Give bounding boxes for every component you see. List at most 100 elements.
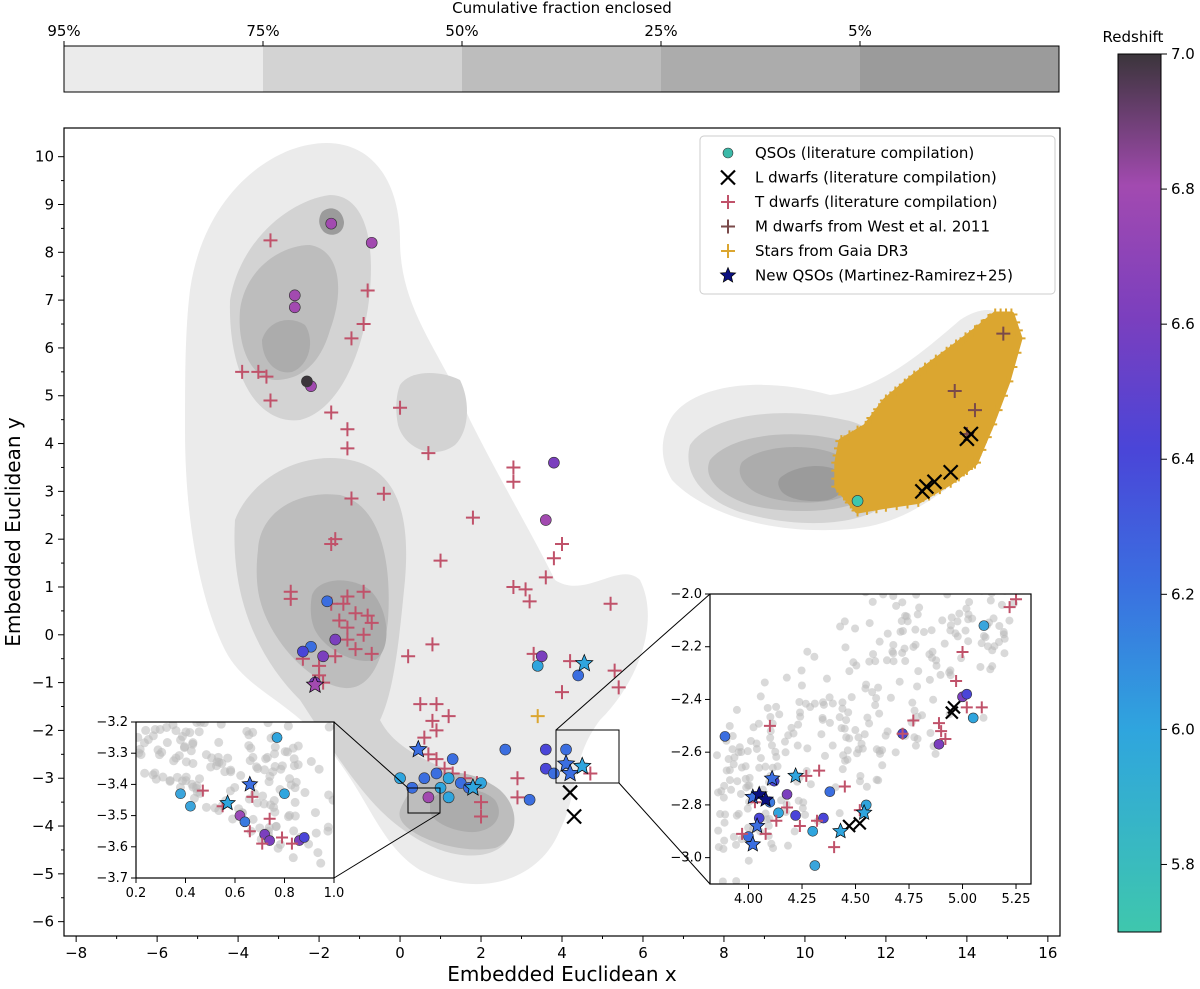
gaia-star-marker (1005, 361, 1018, 374)
inset-right-bg-dot (1001, 550, 1009, 558)
new-qso-marker (560, 763, 580, 782)
inset-right-bg-dot (761, 762, 770, 771)
inset-left-x-tick-label: 0.2 (126, 886, 147, 901)
inset-right-bg-dot (853, 749, 862, 758)
y-tick-label: 3 (44, 482, 54, 500)
inset-left-y-tick-label: −3.7 (96, 871, 128, 886)
inset-right-bg-dot (860, 730, 869, 739)
gaia-star-marker (1008, 316, 1021, 329)
qso-marker (418, 772, 431, 785)
inset-right-bg-dot (793, 741, 802, 750)
inset-left-bg-dot (225, 786, 235, 796)
fraction-bar: Cumulative fraction enclosed 95% 75% 50% 25… (47, 0, 1060, 93)
contour-25-left-top (262, 320, 311, 373)
inset-right-bg-dot (1005, 525, 1013, 533)
qso-marker (317, 650, 329, 663)
inset-left-bg-dot (259, 799, 269, 809)
new-qso-marker (463, 777, 483, 796)
inset-right-tdwarf-marker (813, 764, 826, 777)
inset-right-frame (709, 593, 1032, 885)
inset-right-bg-dot (965, 598, 974, 607)
inset-right-bg-dot (728, 745, 737, 754)
inset-right-bg-dot (901, 611, 910, 620)
inset-right-bg-dot (878, 761, 887, 770)
inset-right-bg-dot (889, 640, 898, 649)
dwarf-marker (433, 553, 448, 568)
inset-right-bg-dot (842, 716, 851, 725)
inset-right-bg-dot (797, 681, 806, 690)
inset-right-bg-dot (728, 732, 737, 741)
inset-right-bg-dot (865, 657, 874, 666)
inset-right-x-tick-label: 4.25 (788, 892, 817, 907)
inset-right-bg-dot (868, 597, 877, 606)
connector-right-bottom (618, 782, 711, 885)
inset-left-bg-dot (201, 750, 211, 760)
inset-right-tdwarf-marker (763, 719, 776, 732)
inset-right-bg-dot (948, 559, 956, 567)
inset-right-bg-dot (732, 840, 741, 849)
inset-right-bg-dot (760, 678, 769, 687)
inset-right-tdwarf-marker (896, 727, 909, 740)
dwarf-marker (259, 369, 274, 384)
dwarf-marker (421, 747, 436, 762)
qso-marker (446, 753, 459, 765)
gaia-star-marker (861, 502, 874, 515)
inset-right-bg-dot (746, 736, 755, 745)
inset-right-bg-dot (976, 540, 984, 548)
legend-marker (719, 266, 737, 283)
inset-right-y-tick-label: −2.4 (670, 692, 702, 707)
inset-left-bg-dot (195, 774, 205, 784)
inset-right-bg-dot (962, 535, 970, 543)
inset-right-bg-dot (931, 749, 940, 758)
inset-right-bg-dot (714, 826, 723, 835)
inset-left-tdwarf-marker (196, 784, 209, 797)
colorbar-tick-label: 6.4 (1171, 450, 1195, 468)
inset-right-bg-dot (734, 809, 743, 818)
qso-marker (394, 772, 406, 785)
inset-left-bg-dot (194, 727, 204, 737)
inset-right-bg-dot (898, 627, 907, 636)
inset-left-bg-dot (283, 722, 293, 731)
inset-right-bg-dot (764, 821, 773, 830)
gaia-star-marker (870, 501, 883, 514)
inset-left-new-qso-marker (219, 794, 237, 811)
x-tick-label: 16 (1038, 944, 1057, 962)
legend-label: T dwarfs (literature compilation) (754, 193, 998, 211)
inset-left-bg-dot (136, 750, 146, 760)
y-tick-label: 4 (44, 435, 54, 453)
gaia-star-marker (985, 418, 998, 431)
inset-left-qso-marker (175, 788, 186, 800)
colorbar-tick-label: 5.8 (1171, 855, 1195, 873)
inset-right-bg-dot (901, 657, 910, 666)
inset-right-bg-dot (844, 708, 853, 717)
dwarf-marker (364, 646, 379, 661)
qso-marker (548, 767, 560, 780)
inset-right-bg-dot (835, 809, 844, 818)
inset-right-bg-dot (1000, 553, 1008, 561)
inset-right-bg-dot (879, 594, 888, 599)
inset-left-bg-dot (168, 722, 178, 730)
inset-left-x-tick-label: 0.6 (225, 886, 246, 901)
new-qso-marker (408, 739, 428, 758)
inset-right-bg-dot (712, 751, 721, 760)
inset-right-bg-dot (964, 637, 973, 646)
dwarf-marker (474, 809, 489, 824)
inset-right-background (710, 594, 1031, 884)
inset-left-bg-dot (270, 749, 280, 759)
inset-left-bg-dot (188, 738, 198, 748)
inset-left-bg-dot (181, 776, 191, 786)
dwarf-marker (340, 589, 355, 604)
colorbar-tick-label: 6.6 (1171, 315, 1195, 333)
inset-right-bg-dot (959, 564, 967, 572)
dwarf-marker (360, 608, 375, 623)
inset-right-bg-dot (840, 617, 849, 626)
colorbar-tick-label: 6.0 (1171, 720, 1195, 738)
inset-right-bg-dot (755, 763, 764, 772)
l-dwarf-marker (918, 478, 935, 495)
inset-left-y-tick-label: −3.6 (96, 840, 128, 855)
gaia-star-marker (950, 339, 963, 352)
inset-left-bg-dot (136, 732, 143, 742)
inset-right-y-tick-label: −2.8 (670, 798, 702, 813)
legend-marker (721, 195, 735, 209)
inset-right-bg-dot (799, 798, 808, 807)
